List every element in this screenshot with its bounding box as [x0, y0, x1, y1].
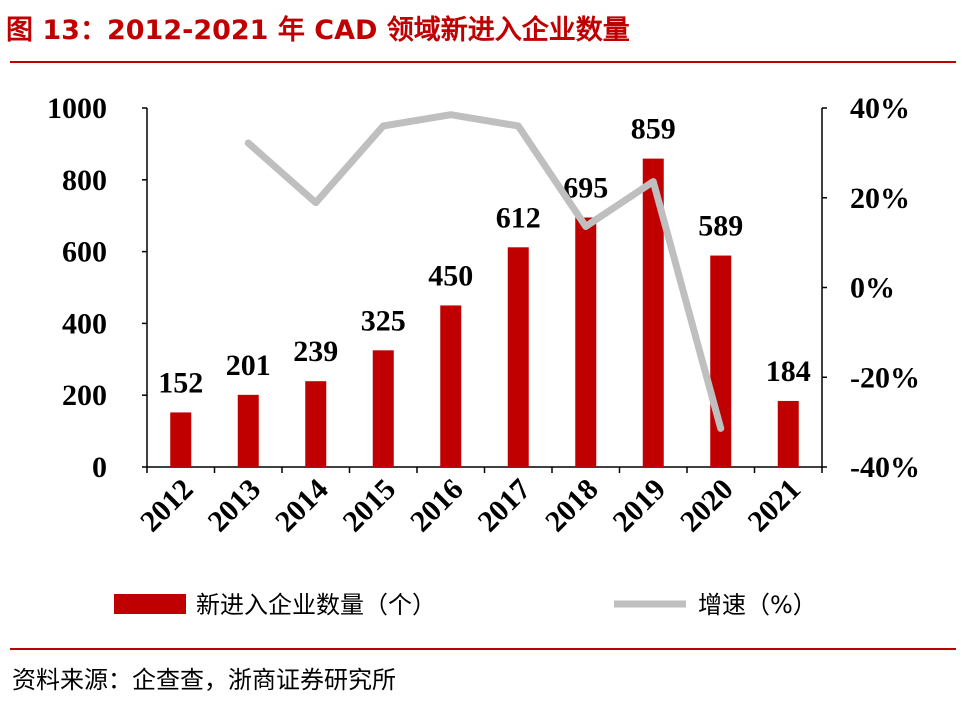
bar-2021	[777, 400, 799, 467]
data-label-2016: 450	[428, 259, 473, 292]
source-divider	[10, 648, 956, 650]
bar-2014	[305, 381, 327, 467]
bar-2019	[642, 158, 664, 467]
x-tick-label: 2016	[404, 473, 470, 539]
y-left-tick-label: 400	[62, 307, 107, 340]
y-left-tick-label: 1000	[47, 92, 107, 125]
y-left-tick-label: 0	[92, 451, 107, 484]
y-right-tick-label: 0%	[850, 272, 895, 305]
y-left-tick-label: 600	[62, 236, 107, 269]
data-label-2021: 184	[766, 355, 811, 388]
title-divider	[10, 61, 956, 63]
x-tick-label: 2019	[606, 473, 672, 539]
x-tick-label: 2014	[269, 473, 335, 539]
bar-2020	[710, 255, 732, 467]
x-tick-label: 2018	[539, 473, 605, 539]
data-label-2017: 612	[496, 201, 541, 234]
bar-2017	[507, 247, 529, 467]
data-label-2015: 325	[361, 304, 406, 337]
x-tick-label: 2013	[201, 473, 267, 539]
y-left-tick-label: 200	[62, 379, 107, 412]
y-right-tick-label: -20%	[850, 361, 920, 394]
y-right-tick-label: 40%	[850, 92, 910, 125]
legend-label-line: 增速（%）	[698, 591, 817, 619]
y-right-tick-label: -40%	[850, 451, 920, 484]
source-note: 资料来源：企查查，浙商证券研究所	[12, 666, 396, 694]
x-tick-label: 2012	[134, 473, 200, 539]
x-tick-label: 2017	[471, 473, 537, 539]
bar-2015	[372, 350, 394, 467]
x-tick-label: 2015	[336, 473, 402, 539]
figure-title: 图 13：2012-2021 年 CAD 领域新进入企业数量	[6, 15, 630, 46]
x-tick-label: 2020	[674, 473, 740, 539]
bar-2016	[440, 305, 462, 467]
data-label-2019: 859	[631, 113, 676, 146]
legend-swatch-bar	[114, 594, 186, 614]
data-label-2020: 589	[698, 210, 743, 243]
data-label-2012: 152	[158, 366, 203, 399]
y-right-tick-label: 20%	[850, 182, 910, 215]
bar-2018	[575, 217, 597, 467]
growth-rate-line	[244, 111, 725, 432]
x-tick-label: 2021	[741, 473, 807, 539]
data-label-2013: 201	[226, 349, 271, 382]
bar-2012	[170, 412, 192, 467]
legend-label-bar: 新进入企业数量（个）	[196, 591, 436, 619]
y-left-tick-label: 800	[62, 164, 107, 197]
data-label-2014: 239	[293, 335, 338, 368]
bar-2013	[237, 394, 259, 467]
